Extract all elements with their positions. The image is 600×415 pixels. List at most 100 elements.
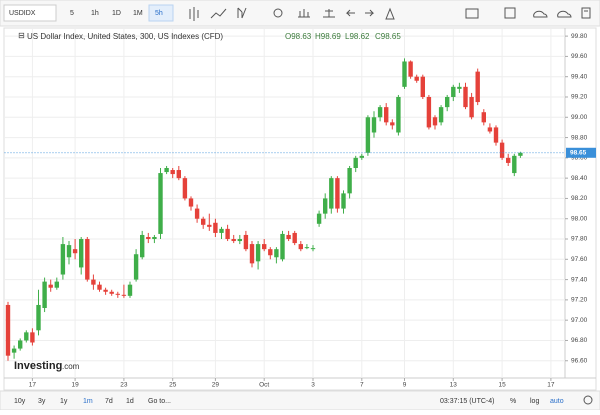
x-tick-label: 25 bbox=[169, 382, 177, 389]
candle-body bbox=[304, 247, 310, 249]
chart-title: US Dollar Index, United States, 300, US … bbox=[27, 32, 223, 41]
x-tick-label: 15 bbox=[498, 382, 506, 389]
option-button[interactable]: % bbox=[510, 398, 516, 405]
candle-body bbox=[469, 96, 474, 118]
candle-body bbox=[103, 289, 108, 292]
interval-button[interactable]: 1D bbox=[112, 10, 121, 17]
fullscreen-icon[interactable] bbox=[581, 7, 591, 19]
alert-icon[interactable] bbox=[385, 7, 395, 20]
range-button[interactable]: 1m bbox=[83, 398, 93, 405]
plot-frame bbox=[3, 27, 597, 391]
candle-body bbox=[231, 239, 236, 242]
x-tick-label: 17 bbox=[29, 382, 37, 389]
candle-body bbox=[127, 284, 133, 296]
candle-body bbox=[353, 157, 358, 168]
interval-button[interactable]: 1h bbox=[91, 10, 99, 17]
interval-button[interactable]: 5h bbox=[155, 10, 163, 17]
grid bbox=[4, 28, 565, 378]
range-button[interactable]: 3y bbox=[38, 398, 46, 405]
collapse-icon[interactable]: ⊟ bbox=[18, 31, 25, 40]
y-tick-label: 97.20 bbox=[571, 297, 588, 304]
range-button[interactable]: 10y bbox=[14, 398, 26, 405]
symbol-box[interactable] bbox=[3, 4, 57, 22]
interval-button[interactable]: 1M bbox=[133, 10, 143, 17]
option-button[interactable]: log bbox=[530, 398, 539, 405]
candle-body bbox=[371, 117, 377, 133]
candle-body bbox=[219, 228, 224, 233]
indicator-icon[interactable] bbox=[298, 9, 310, 18]
option-group: % log auto bbox=[510, 398, 564, 405]
candle-body bbox=[341, 193, 346, 209]
candle-body bbox=[170, 170, 175, 175]
cloud-save-icon[interactable] bbox=[557, 10, 572, 18]
color-icon[interactable] bbox=[504, 7, 516, 19]
candle-body bbox=[72, 249, 78, 254]
candle-body bbox=[292, 232, 297, 244]
candle-body bbox=[24, 332, 29, 341]
candles bbox=[5, 58, 523, 361]
candle-body bbox=[5, 304, 11, 356]
ohlc-label: L98.62 bbox=[345, 32, 370, 41]
candle-body bbox=[408, 61, 413, 77]
y-tick-label: 98.20 bbox=[571, 195, 588, 202]
last-price-box bbox=[566, 147, 596, 158]
candle-body bbox=[97, 284, 102, 290]
cloud-icon[interactable] bbox=[533, 10, 548, 18]
candle-icon[interactable] bbox=[189, 7, 199, 21]
candle-body bbox=[396, 96, 401, 133]
candle-body bbox=[30, 332, 35, 343]
candle-body bbox=[18, 340, 23, 349]
candle-body bbox=[243, 234, 249, 250]
candle-body bbox=[463, 86, 468, 108]
draw-icon[interactable] bbox=[237, 7, 247, 19]
candle-body bbox=[512, 155, 517, 174]
candle-body bbox=[493, 127, 499, 143]
candle-body bbox=[109, 291, 114, 294]
candle-body bbox=[347, 168, 352, 194]
candle-body bbox=[60, 244, 66, 275]
candle-body bbox=[384, 107, 389, 123]
ohlc-label: O98.63 bbox=[285, 32, 312, 41]
interval-active bbox=[148, 4, 174, 22]
range-group: 10y 3y 1y 1m 7d 1d bbox=[14, 398, 134, 405]
candle-body bbox=[457, 86, 462, 89]
candle-body bbox=[414, 76, 419, 81]
range-button[interactable]: 1y bbox=[60, 398, 68, 405]
settings-icon[interactable] bbox=[273, 8, 283, 18]
x-tick-label: 7 bbox=[360, 382, 364, 389]
redo-icon[interactable] bbox=[365, 9, 375, 17]
option-button[interactable]: auto bbox=[550, 398, 564, 405]
ohlc-legend: O98.63 H98.69 L98.62 C98.65 bbox=[285, 32, 401, 41]
last-price-label: 98.65 bbox=[570, 150, 587, 157]
candle-body bbox=[262, 244, 267, 250]
y-tick-label: 98.80 bbox=[571, 134, 588, 141]
candle-body bbox=[11, 348, 17, 353]
candle-body bbox=[365, 117, 371, 153]
candle-body bbox=[79, 239, 84, 268]
goto[interactable]: Go to... bbox=[148, 398, 171, 405]
footer-settings-icon[interactable] bbox=[583, 395, 593, 405]
line-icon[interactable] bbox=[210, 8, 227, 19]
candle-body bbox=[140, 234, 145, 258]
camera-icon[interactable] bbox=[465, 8, 479, 19]
range-button[interactable]: 7d bbox=[105, 398, 113, 405]
x-tick-label: 3 bbox=[311, 382, 315, 389]
candle-body bbox=[445, 96, 450, 108]
range-button[interactable]: 1d bbox=[126, 398, 134, 405]
x-tick-label: 9 bbox=[403, 382, 407, 389]
compare-icon[interactable] bbox=[323, 9, 335, 18]
undo-icon[interactable] bbox=[345, 9, 355, 17]
y-tick-label: 99.40 bbox=[571, 73, 588, 80]
candle-body bbox=[402, 61, 407, 87]
y-tick-label: 97.40 bbox=[571, 276, 588, 283]
candle-body bbox=[54, 281, 59, 288]
candle-body bbox=[158, 173, 163, 234]
y-tick-label: 97.80 bbox=[571, 236, 588, 243]
candle-body bbox=[481, 112, 486, 123]
candle-body bbox=[48, 284, 53, 288]
interval-button[interactable]: 5 bbox=[70, 10, 74, 17]
candle-body bbox=[499, 142, 505, 158]
candle-body bbox=[85, 239, 90, 280]
x-tick-label: 29 bbox=[212, 382, 220, 389]
candle-body bbox=[280, 233, 285, 260]
